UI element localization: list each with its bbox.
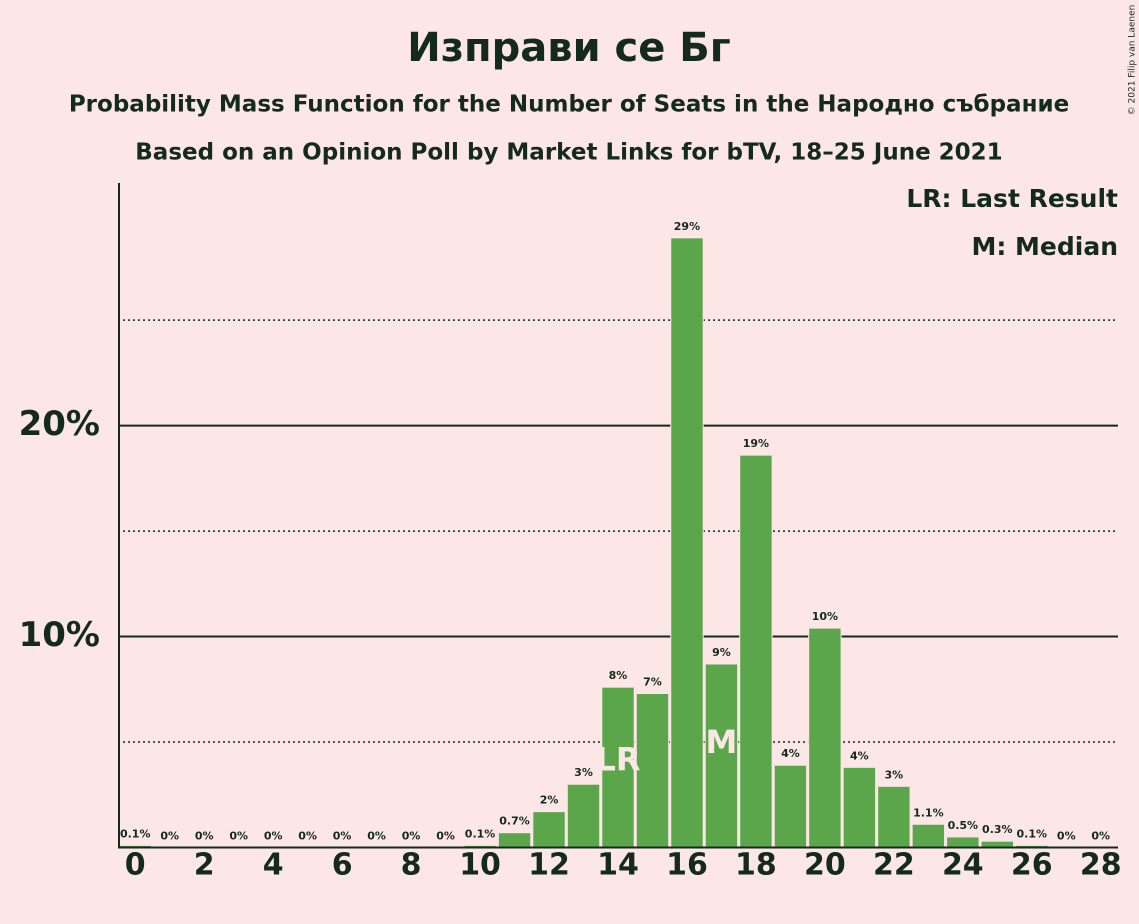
x-tick-label: 14 (597, 848, 639, 883)
bar (601, 686, 635, 849)
x-tick-label: 18 (735, 848, 777, 883)
value-label: 8% (609, 669, 628, 682)
value-label: 0.1% (1017, 827, 1048, 840)
bar (842, 766, 877, 848)
marker-label: LR (595, 741, 640, 779)
value-label: 0.1% (120, 827, 151, 840)
bar (946, 836, 980, 849)
x-tick-label: 6 (332, 848, 353, 883)
bar (704, 663, 739, 848)
value-label: 0% (264, 830, 283, 843)
x-tick-label: 16 (666, 848, 708, 883)
value-label: 10% (812, 610, 838, 623)
value-label: 0.1% (465, 827, 496, 840)
chart-title: Изправи се Бг (407, 25, 730, 71)
value-label: 9% (712, 646, 731, 659)
value-label: 0% (1091, 830, 1110, 843)
x-tick-label: 0 (125, 848, 146, 883)
value-label: 0% (333, 830, 352, 843)
chart-subtitle: Based on an Opinion Poll by Market Links… (135, 140, 1002, 166)
chart-subtitle: Probability Mass Function for the Number… (69, 92, 1069, 118)
legend-entry: LR: Last Result (906, 184, 1118, 213)
y-tick-label: 20% (19, 404, 100, 444)
value-label: 4% (781, 747, 800, 760)
value-label: 0.7% (499, 815, 530, 828)
value-label: 2% (540, 794, 559, 807)
bar (773, 764, 808, 849)
x-tick-label: 10 (459, 848, 501, 883)
value-label: 4% (850, 749, 869, 762)
value-label: 0% (195, 830, 214, 843)
legend-entry: M: Median (971, 232, 1118, 261)
y-tick-label: 10% (19, 615, 100, 655)
bar (808, 627, 842, 848)
value-label: 19% (743, 437, 769, 450)
value-label: 1.1% (913, 806, 944, 819)
value-label: 0% (402, 830, 421, 843)
value-label: 7% (643, 676, 662, 689)
value-label: 29% (674, 220, 700, 233)
x-tick-label: 2 (194, 848, 215, 883)
value-label: 0.5% (948, 819, 979, 832)
value-label: 0% (367, 830, 386, 843)
value-label: 0% (160, 830, 179, 843)
x-tick-label: 4 (263, 848, 284, 883)
x-tick-label: 22 (873, 848, 915, 883)
x-tick-label: 20 (804, 848, 846, 883)
copyright: © 2021 Filip van Laenen (1128, 5, 1138, 116)
x-tick-label: 28 (1080, 848, 1122, 883)
bar (877, 785, 911, 848)
value-label: 0% (1057, 830, 1076, 843)
value-label: 3% (574, 766, 593, 779)
bar (670, 237, 704, 849)
value-label: 0% (436, 830, 455, 843)
value-label: 0.3% (982, 823, 1013, 836)
x-tick-label: 12 (528, 848, 570, 883)
bar (739, 454, 773, 848)
x-tick-label: 8 (401, 848, 422, 883)
bar (635, 693, 670, 848)
bar (566, 783, 601, 849)
bar (911, 823, 946, 848)
x-tick-label: 24 (942, 848, 984, 883)
bar (497, 832, 532, 849)
value-label: 0% (229, 830, 248, 843)
value-label: 3% (885, 768, 904, 781)
bar (532, 811, 566, 849)
x-tick-label: 26 (1011, 848, 1053, 883)
marker-label: M (706, 723, 738, 761)
value-label: 0% (298, 830, 317, 843)
